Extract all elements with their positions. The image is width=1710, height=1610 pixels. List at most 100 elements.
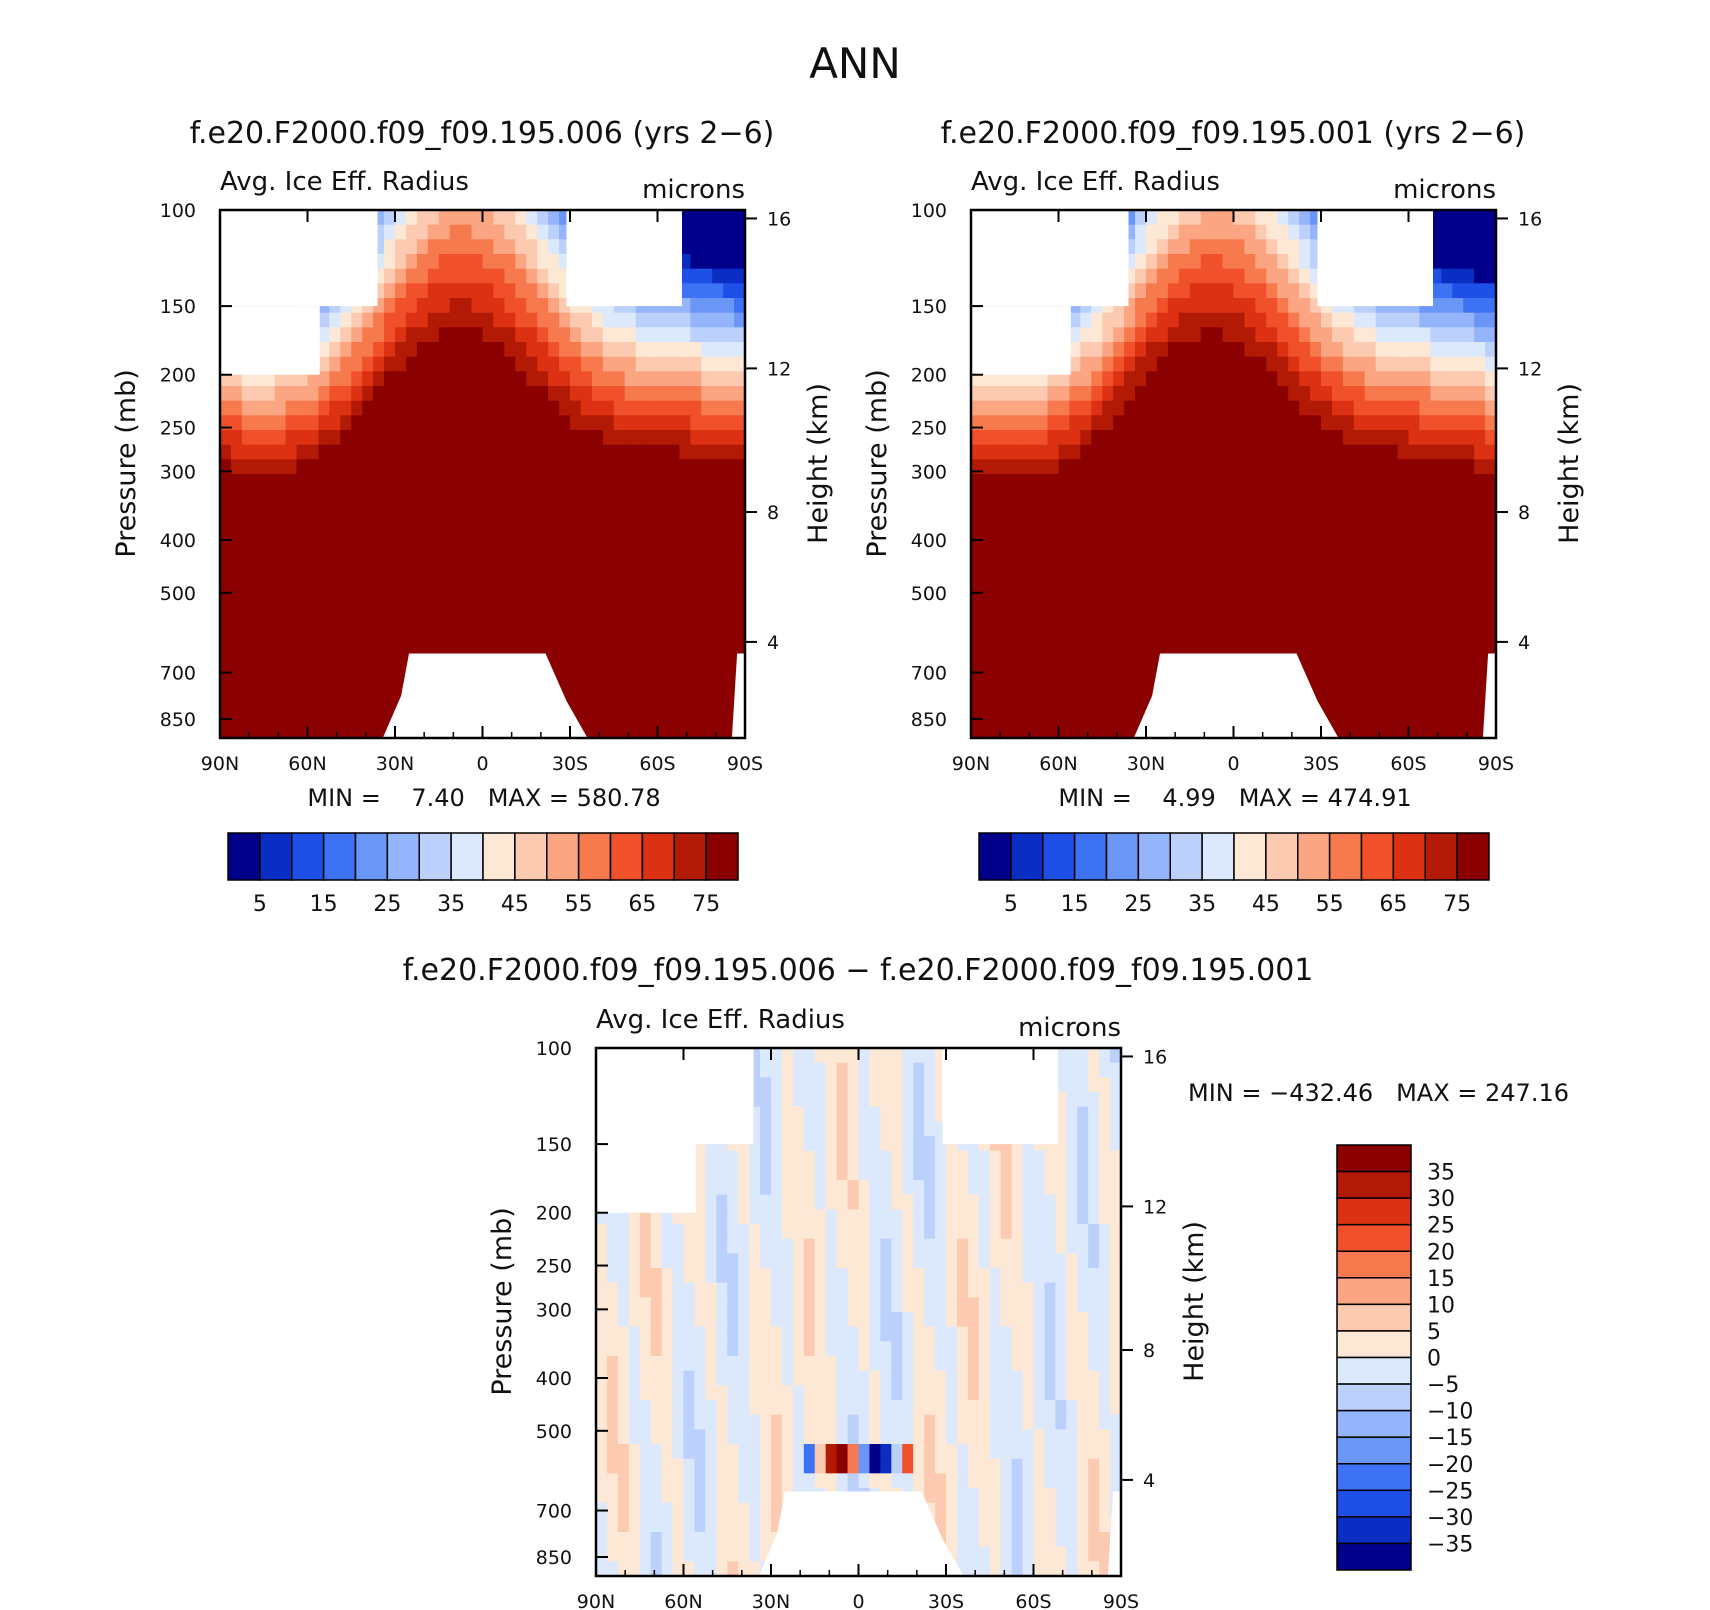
heatmap-cell bbox=[1102, 576, 1114, 592]
heatmap-cell bbox=[1200, 474, 1213, 490]
heatmap-cell bbox=[395, 327, 407, 343]
heatmap-cell bbox=[1036, 488, 1049, 504]
heatmap-cell bbox=[1055, 1356, 1067, 1372]
heatmap-cell bbox=[803, 1444, 816, 1460]
heatmap-cell bbox=[760, 1326, 772, 1342]
heatmap-cell bbox=[723, 518, 735, 534]
heatmap-cell bbox=[596, 1297, 608, 1313]
heatmap-cell bbox=[803, 1238, 816, 1254]
heatmap-cell bbox=[1299, 547, 1311, 563]
heatmap-cell bbox=[1485, 532, 1497, 548]
heatmap-cell bbox=[1310, 679, 1322, 695]
heatmap-cell bbox=[1474, 562, 1486, 578]
heatmap-cell bbox=[734, 547, 746, 563]
heatmap-cell bbox=[1441, 459, 1453, 475]
heatmap-cell bbox=[1135, 386, 1147, 402]
heatmap-cell bbox=[596, 1414, 608, 1430]
heatmap-cell bbox=[1178, 210, 1191, 226]
heatmap-cell bbox=[1277, 488, 1289, 504]
heatmap-cell bbox=[1222, 400, 1235, 416]
heatmap-cell bbox=[1099, 1312, 1111, 1328]
heatmap-cell bbox=[1110, 1341, 1122, 1357]
heatmap-cell bbox=[924, 1062, 936, 1078]
heatmap-cell bbox=[1299, 210, 1311, 226]
heatmap-cell bbox=[438, 298, 451, 314]
heatmap-cell bbox=[858, 1150, 871, 1166]
heatmap-cell bbox=[1124, 444, 1136, 460]
heatmap-cell bbox=[1419, 694, 1431, 710]
heatmap-cell bbox=[989, 1180, 1002, 1196]
heatmap-cell bbox=[1124, 488, 1136, 504]
heatmap-cell bbox=[902, 1268, 914, 1284]
heatmap-cell bbox=[460, 532, 473, 548]
heatmap-cell bbox=[749, 1414, 761, 1430]
colorbar-box bbox=[1169, 832, 1203, 881]
heatmap-cell bbox=[1000, 1194, 1013, 1210]
heatmap-cell bbox=[661, 1209, 674, 1225]
heatmap-cell bbox=[307, 415, 320, 431]
heatmap-cell bbox=[1277, 239, 1289, 255]
heatmap-cell bbox=[1088, 1150, 1100, 1166]
heatmap-cell bbox=[1277, 210, 1289, 226]
missing-region bbox=[566, 210, 682, 307]
heatmap-cell bbox=[771, 1209, 783, 1225]
heatmap-cell bbox=[1408, 444, 1421, 460]
heatmap-cell bbox=[1222, 488, 1235, 504]
heatmap-cell bbox=[1364, 371, 1377, 387]
heatmap-cell bbox=[992, 591, 1005, 607]
heatmap-cell bbox=[825, 1282, 838, 1298]
heatmap-cell bbox=[384, 694, 396, 710]
heatmap-cell bbox=[1080, 371, 1092, 387]
heatmap-cell bbox=[1342, 620, 1355, 636]
heatmap-cell bbox=[1321, 356, 1333, 372]
heatmap-cell bbox=[1364, 708, 1377, 724]
heatmap-cell bbox=[1375, 312, 1388, 328]
heatmap-cell bbox=[1069, 415, 1081, 431]
heatmap-cell bbox=[1025, 430, 1038, 446]
heatmap-cell bbox=[902, 1048, 914, 1064]
heatmap-cell bbox=[1441, 650, 1453, 666]
heatmap-cell bbox=[646, 547, 659, 563]
heatmap-cell bbox=[738, 1224, 750, 1240]
heatmap-cell bbox=[1022, 1194, 1035, 1210]
heatmap-cell bbox=[1419, 606, 1431, 622]
heatmap-cell bbox=[1025, 679, 1038, 695]
heatmap-cell bbox=[1146, 415, 1158, 431]
heatmap-cell bbox=[252, 620, 265, 636]
heatmap-cell bbox=[924, 1209, 936, 1225]
heatmap-cell bbox=[416, 488, 429, 504]
colorbar-box bbox=[546, 832, 580, 881]
heatmap-cell bbox=[1255, 532, 1267, 548]
heatmap-cell bbox=[274, 723, 287, 739]
heatmap-cell bbox=[351, 576, 363, 592]
heatmap-cell bbox=[1077, 1341, 1089, 1357]
heatmap-cell bbox=[548, 400, 560, 416]
heatmap-cell bbox=[734, 562, 746, 578]
heatmap-cell bbox=[978, 1341, 991, 1357]
heatmap-cell bbox=[624, 650, 637, 666]
heatmap-cell bbox=[679, 723, 691, 739]
heatmap-cell bbox=[1146, 562, 1158, 578]
heatmap-cell bbox=[274, 547, 287, 563]
heatmap-cell bbox=[760, 1444, 772, 1460]
y-axis-label: Pressure (mb) bbox=[862, 369, 893, 557]
heatmap-cell bbox=[596, 1356, 608, 1372]
heatmap-cell bbox=[471, 591, 484, 607]
heatmap-cell bbox=[1463, 591, 1475, 607]
heatmap-cell bbox=[1266, 312, 1278, 328]
heatmap-cell bbox=[1255, 591, 1267, 607]
heatmap-cell bbox=[559, 386, 571, 402]
heatmap-cell bbox=[1386, 444, 1399, 460]
heatmap-cell bbox=[395, 532, 407, 548]
heatmap-cell bbox=[570, 679, 582, 695]
heatmap-cell bbox=[340, 679, 352, 695]
heatmap-cell bbox=[1277, 312, 1289, 328]
heatmap-cell bbox=[548, 342, 560, 358]
heatmap-cell bbox=[504, 459, 516, 475]
heatmap-cell bbox=[515, 342, 527, 358]
heatmap-cell bbox=[624, 430, 637, 446]
heatmap-cell bbox=[981, 635, 994, 651]
heatmap-cell bbox=[992, 400, 1005, 416]
heatmap-cell bbox=[263, 415, 276, 431]
heatmap-cell bbox=[1244, 327, 1256, 343]
